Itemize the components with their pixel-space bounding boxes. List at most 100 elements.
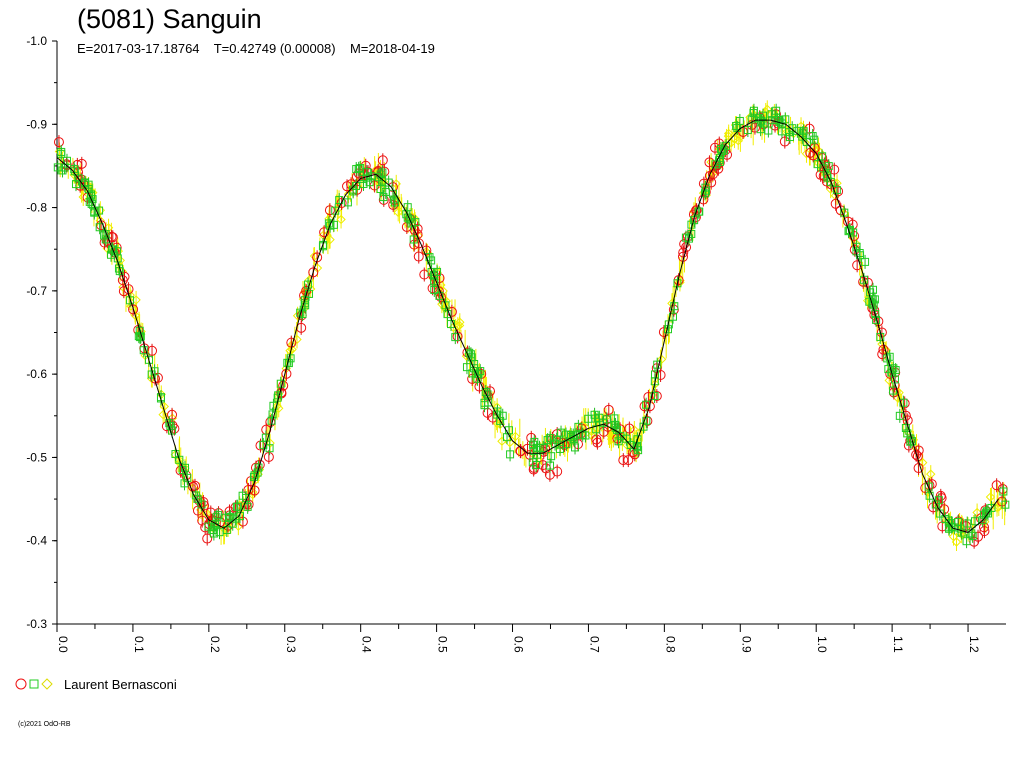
data-point-square [427, 268, 436, 277]
data-point-square [254, 463, 263, 472]
legend-diamond-symbol [41, 678, 53, 690]
chart-title: (5081) Sanguin [77, 4, 262, 34]
data-point-square [319, 240, 328, 249]
data-point-square [376, 185, 385, 194]
data-point-square [546, 461, 555, 470]
data-point-circle [128, 304, 139, 315]
data-point-diamond [454, 320, 465, 331]
data-point-circle [76, 158, 87, 169]
data-point-square [1001, 500, 1010, 509]
data-point-circle [53, 137, 64, 148]
data-point-square [840, 208, 849, 217]
data-point-square [390, 198, 399, 207]
data-point-square [496, 416, 505, 425]
data-point-square [259, 440, 268, 449]
data-point-square [889, 364, 898, 373]
data-point-square [433, 267, 442, 276]
data-point-circle [377, 155, 388, 166]
data-point-square [447, 320, 456, 329]
y-tick-label: -0.3 [26, 617, 47, 631]
data-point-square [968, 531, 977, 540]
legend-symbols [15, 678, 53, 690]
data-point-square [764, 126, 773, 135]
data-point-square [956, 524, 965, 533]
data-point-diamond [158, 409, 168, 420]
data-point-circle [805, 147, 816, 158]
data-point-square [181, 463, 190, 472]
data-point-square [907, 437, 916, 446]
data-point-square [813, 160, 822, 169]
data-point-diamond [762, 104, 772, 115]
data-point-circle [529, 462, 540, 473]
data-point-circle [713, 163, 724, 174]
data-point-diamond [78, 192, 88, 202]
data-point-square [409, 235, 418, 244]
y-tick-label: -0.9 [26, 117, 47, 131]
data-point-square [253, 468, 262, 477]
x-tick-label: 0.9 [739, 636, 753, 653]
data-point-square [633, 443, 642, 452]
data-point-square [180, 479, 189, 488]
data-point-square [945, 519, 954, 528]
data-point-square [465, 348, 474, 357]
data-point-square [379, 193, 388, 202]
data-point-square [653, 360, 662, 369]
data-point-square [844, 227, 853, 236]
x-tick-label: 0.6 [512, 636, 526, 653]
data-point-square [818, 152, 827, 161]
data-point-square [555, 444, 564, 453]
data-point-circle [698, 194, 709, 205]
data-point-diamond [733, 136, 743, 146]
data-point-circle [913, 463, 924, 474]
data-point-circle [205, 507, 216, 518]
data-point-square [95, 206, 104, 215]
x-tick-label: 0.3 [284, 636, 298, 653]
data-point-square [435, 291, 444, 300]
data-point-square [673, 279, 682, 288]
data-point-circle [651, 391, 662, 402]
data-point-square [326, 221, 335, 230]
data-point-square [899, 398, 908, 407]
data-point-square [832, 185, 841, 194]
data-point-square [70, 167, 79, 176]
data-point-diamond [625, 436, 635, 447]
lightcurve-chart: -1.0 -0.9 -0.8 -0.7 -0.6 -0.5 -0.4 -0.3 0.0 0.1 0.… [26, 34, 1010, 653]
data-point-square [135, 326, 144, 335]
legend-square-symbol [29, 679, 39, 689]
data-point-square [204, 522, 213, 531]
legend: Laurent Bernasconi [14, 675, 177, 693]
data-point-diamond [510, 431, 521, 442]
data-point-diamond [495, 419, 506, 429]
data-point-circle [263, 451, 274, 462]
data-point-square [546, 434, 555, 443]
data-point-circle [202, 533, 213, 544]
data-point-circle [427, 283, 438, 294]
legend-circle-symbol [15, 678, 27, 690]
data-point-square [788, 124, 797, 133]
y-tick-label: -0.5 [26, 450, 47, 464]
data-point-square [147, 370, 156, 379]
data-point-diamond [985, 492, 996, 502]
y-tick-label: -0.7 [26, 284, 47, 298]
data-point-circle [324, 205, 335, 216]
data-point-square [650, 391, 659, 400]
x-tick-label: 0.4 [360, 636, 374, 653]
data-point-square [701, 186, 710, 195]
data-point-circle [911, 449, 922, 460]
data-point-diamond [951, 537, 962, 547]
data-point-square [924, 482, 933, 491]
data-point-square [451, 333, 460, 342]
data-point-square [824, 162, 833, 171]
data-point-diamond [926, 469, 936, 479]
y-tick-label: -0.4 [26, 534, 47, 548]
data-point-square [343, 198, 352, 207]
data-point-square [95, 223, 104, 232]
data-point-square [171, 450, 180, 459]
data-point-square [925, 491, 934, 500]
data-point-circle [312, 252, 323, 263]
data-point-square [590, 410, 599, 419]
data-point-diamond [497, 436, 507, 446]
fit-curve [56, 119, 999, 533]
data-point-square [747, 115, 756, 124]
data-point-square [506, 450, 515, 459]
